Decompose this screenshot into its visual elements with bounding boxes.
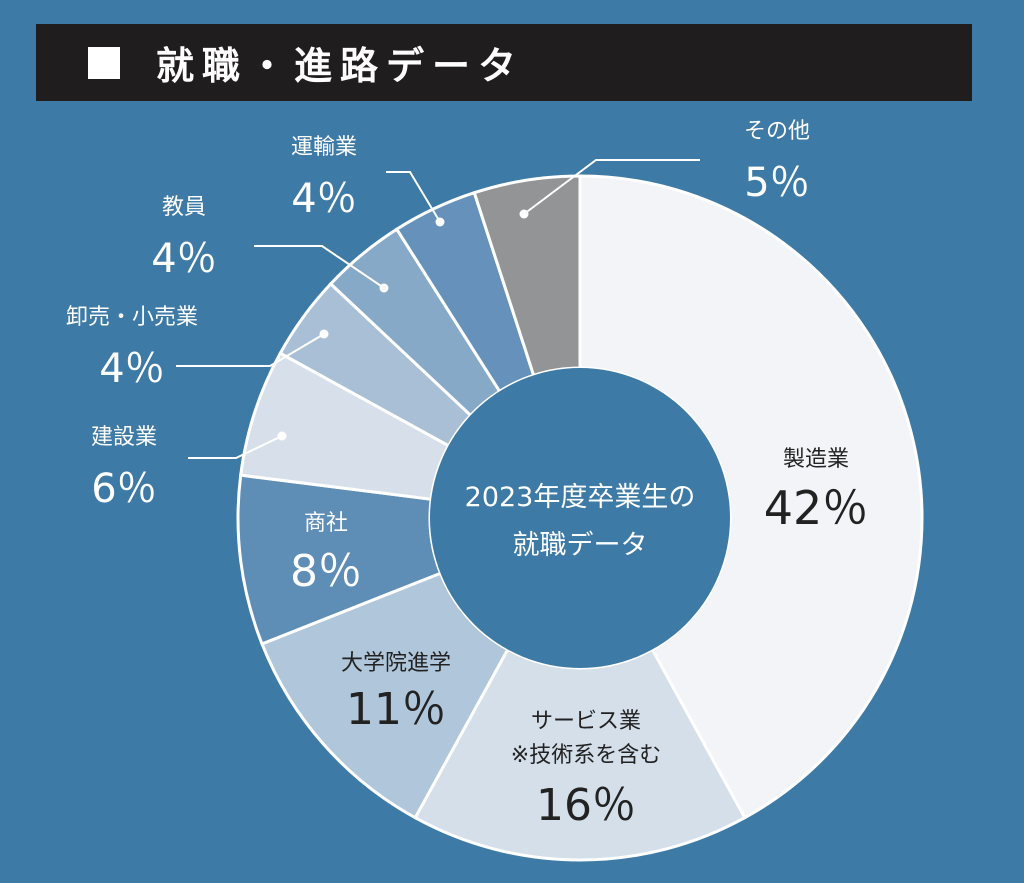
slice-label: 製造業 [783, 447, 849, 472]
slice-label: 運輸業 [291, 135, 357, 160]
leader-dot [435, 217, 445, 227]
slice-label: サービス業 [531, 709, 641, 734]
leader-line [523, 159, 700, 215]
slice-value: 16％ [536, 780, 636, 831]
slice-value: 5％ [744, 160, 809, 206]
slice-label: 大学院進学 [341, 651, 451, 676]
slice-label: 卸売・小売業 [66, 305, 198, 330]
leader-line [254, 245, 385, 289]
slice-value: 4％ [99, 346, 164, 392]
leader-dot [277, 431, 287, 441]
slice-label: ※技術系を含む [511, 743, 661, 768]
slice-value: 8％ [290, 546, 362, 597]
center-label: 就職データ [513, 530, 648, 561]
slice-value: 11％ [346, 684, 446, 735]
leader-dot [379, 283, 389, 293]
donut-hole [430, 368, 730, 668]
leader-line [188, 435, 283, 459]
slice-value: 42％ [764, 481, 869, 535]
slice-value: 6％ [91, 466, 156, 512]
square-icon [88, 46, 120, 79]
slice-value: 4％ [151, 236, 216, 282]
leader-dot [519, 209, 529, 219]
leader-line [176, 333, 325, 367]
slice-label: 商社 [304, 511, 348, 536]
slice-label: 建設業 [91, 425, 157, 450]
leader-dot [319, 329, 329, 339]
leader-line [386, 171, 441, 223]
slice-value: 4％ [291, 176, 356, 222]
center-label: 2023年度卒業生の [465, 482, 696, 513]
slice-label: その他 [744, 119, 810, 144]
page-title: 就職・進路データ [156, 44, 525, 88]
header-bar: 就職・進路データ [36, 24, 972, 101]
slice-label: 教員 [162, 195, 206, 220]
